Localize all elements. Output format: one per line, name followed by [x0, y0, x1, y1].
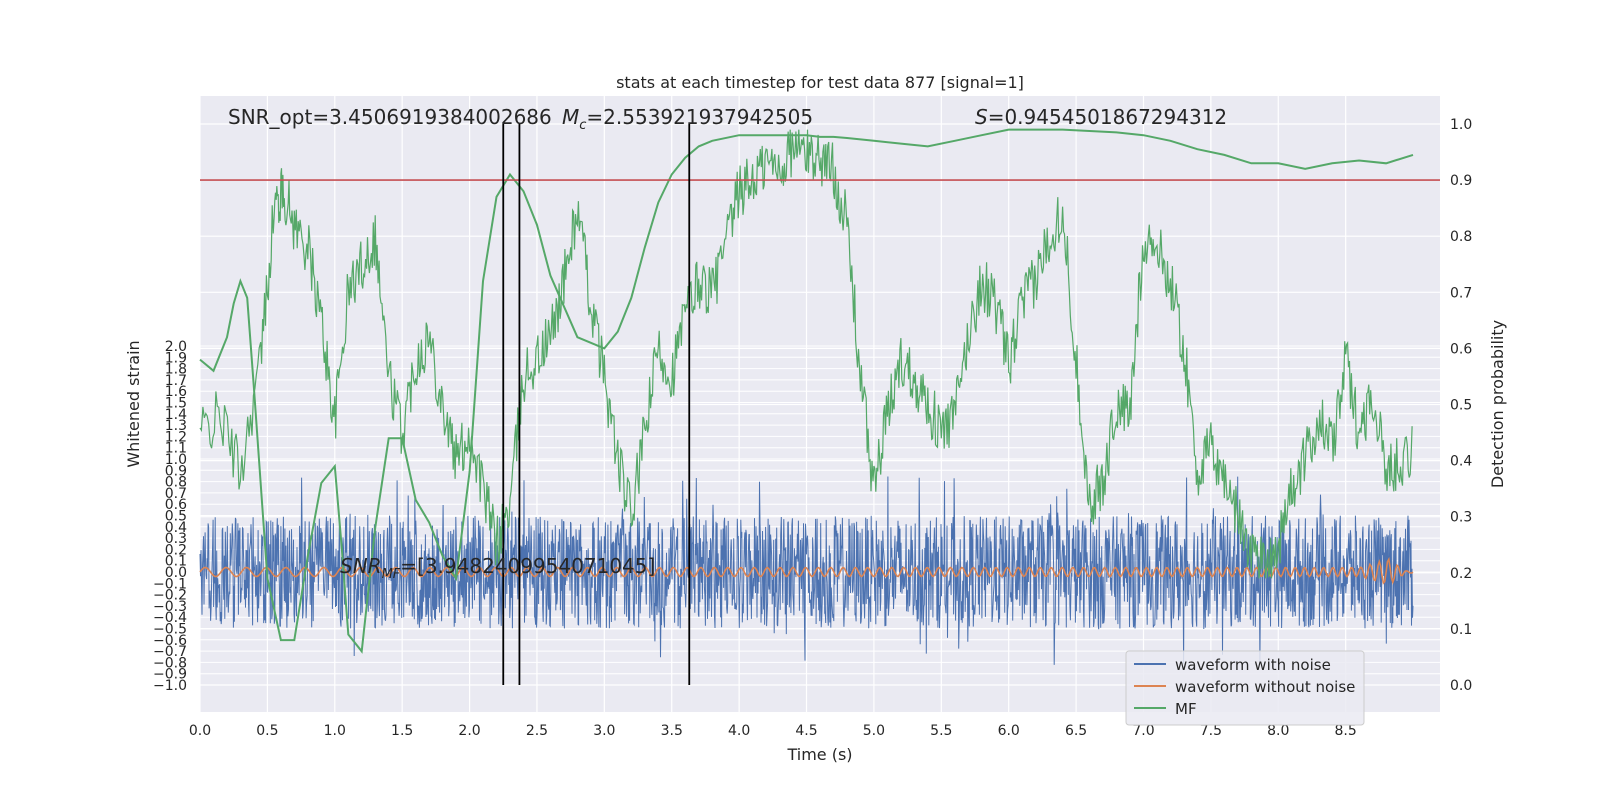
annotation-snr-opt: SNR_opt=3.4506919384002686 — [228, 105, 552, 129]
y-left-tick-label: 1.0 — [165, 452, 187, 468]
y-right-tick-label: 0.7 — [1450, 285, 1472, 301]
x-tick-label: 8.5 — [1335, 723, 1357, 739]
x-tick-label: 3.5 — [661, 723, 683, 739]
series-waveform-with-noise — [199, 476, 1414, 665]
y-right-tick-label: 1.0 — [1450, 117, 1472, 133]
series-mf — [199, 128, 1414, 654]
y-left-tick-label: −0.1 — [153, 576, 187, 592]
x-tick-label: 1.5 — [391, 723, 413, 739]
y-left-tick-label: 2.0 — [165, 339, 187, 355]
x-tick-label: 2.5 — [526, 723, 548, 739]
y-left-tick-label: −0.4 — [153, 610, 187, 626]
x-tick-label: 2.0 — [458, 723, 480, 739]
y-right-tick-label: 0.3 — [1450, 510, 1472, 526]
y-left-tick-label: 1.1 — [165, 441, 187, 457]
y-left-tick-label: −0.6 — [153, 633, 187, 649]
x-tick-label: 5.5 — [930, 723, 952, 739]
y-left-tick-label: 0.2 — [165, 542, 187, 558]
x-tick-label: 8.0 — [1267, 723, 1289, 739]
y-left-tick-label: 0.1 — [165, 554, 187, 570]
x-tick-label: 1.0 — [324, 723, 346, 739]
y-left-tick-label: 1.3 — [165, 418, 187, 434]
y-right-tick-label: 0.5 — [1450, 398, 1472, 414]
y-left-tick-label: 1.6 — [165, 384, 187, 400]
y-left-tick-label: −0.3 — [153, 599, 187, 615]
x-tick-label: 4.0 — [728, 723, 750, 739]
annotation-snr-mf: SNRMF=[3.9482409954071045] — [340, 554, 655, 582]
legend-label-clean: waveform without noise — [1175, 678, 1355, 696]
y-right-tick-label: 0.1 — [1450, 622, 1472, 638]
y-left-tick-label: 1.8 — [165, 362, 187, 378]
y-left-tick-label: 1.2 — [165, 429, 187, 445]
y-left-tick-label: 0.6 — [165, 497, 187, 513]
chart-title: stats at each timestep for test data 877… — [616, 73, 1024, 92]
y-right-tick-label: 0.8 — [1450, 229, 1472, 245]
legend-label-noise: waveform with noise — [1175, 656, 1331, 674]
series-waveform-without-noise — [199, 556, 1414, 585]
y-left-tick-label: −0.8 — [153, 655, 187, 671]
x-tick-label: 6.0 — [998, 723, 1020, 739]
y-left-tick-label: −1.0 — [153, 678, 187, 694]
x-tick-label: 4.5 — [795, 723, 817, 739]
y-right-tick-label: 0.2 — [1450, 566, 1472, 582]
y-left-tick-label: −0.9 — [153, 667, 187, 683]
legend: waveform with noise waveform without noi… — [1125, 650, 1365, 726]
y-left-tick-label: −0.2 — [153, 588, 187, 604]
y-left-tick-label: 1.9 — [165, 350, 187, 366]
y-right-tick-label: 0.4 — [1450, 454, 1472, 470]
series-detection-trace — [199, 129, 1413, 579]
y-axis-label-left: Whitened strain — [124, 340, 143, 467]
y-left-tick-label: 1.7 — [165, 373, 187, 389]
y-left-tick-label: 0.8 — [165, 475, 187, 491]
x-tick-label: 0.0 — [189, 723, 211, 739]
y-left-tick-label: −0.5 — [153, 622, 187, 638]
x-tick-label: 7.5 — [1200, 723, 1222, 739]
legend-label-mf: MF — [1175, 700, 1197, 718]
y-left-tick-label: −0.7 — [153, 644, 187, 660]
y-right-tick-label: 0.0 — [1450, 678, 1472, 694]
y-left-tick-label: 1.5 — [165, 396, 187, 412]
y-left-tick-label: 0.7 — [165, 486, 187, 502]
annotation-s: S=0.9454501867294312 — [975, 105, 1227, 129]
y-left-tick-label: 0.0 — [165, 565, 187, 581]
y-right-tick-label: 0.6 — [1450, 341, 1472, 357]
y-left-tick-label: 1.4 — [165, 407, 187, 423]
x-tick-label: 6.5 — [1065, 723, 1087, 739]
chart-marks: 0.0 0.5 1.0 1.5 2.0 2.5 3.0 3.5 4.0 4.5 5.0 5.5 6.0 6… — [153, 117, 1472, 739]
x-axis-label: Time (s) — [786, 745, 852, 764]
y-right-tick-label: 0.9 — [1450, 173, 1472, 189]
y-left-tick-label: 0.5 — [165, 509, 187, 525]
y-left-tick-label: 0.9 — [165, 463, 187, 479]
x-tick-label: 7.0 — [1132, 723, 1154, 739]
x-tick-label: 0.5 — [256, 723, 278, 739]
x-tick-label: 5.0 — [863, 723, 885, 739]
y-left-tick-label: 0.4 — [165, 520, 187, 536]
y-axis-label-right: Detection probability — [1488, 320, 1507, 488]
annotation-chirp-mass: Mc=2.553921937942505 — [562, 105, 813, 133]
y-left-tick-label: 0.3 — [165, 531, 187, 547]
x-tick-label: 3.0 — [593, 723, 615, 739]
